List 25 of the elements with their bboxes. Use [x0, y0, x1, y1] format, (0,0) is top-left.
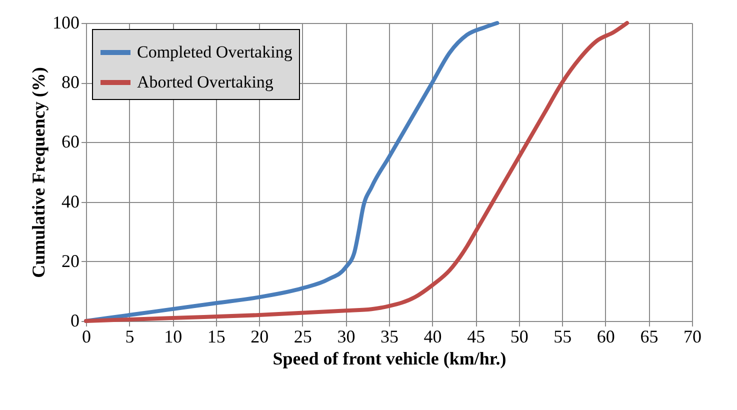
y-tick-label: 40 [62, 191, 80, 212]
x-tick-label: 5 [125, 326, 134, 346]
x-tick-label: 60 [596, 326, 615, 346]
x-axis-title: Speed of front vehicle (km/hr.) [272, 348, 506, 368]
y-tick-label: 60 [62, 132, 80, 152]
line-series [84, 21, 630, 323]
x-tick-label: 50 [510, 326, 528, 346]
x-tick-label: 45 [467, 326, 486, 346]
x-tick-label: 35 [380, 326, 398, 346]
x-tick-label: 40 [424, 326, 442, 346]
x-tick-label: 70 [684, 326, 702, 346]
y-tick-label: 20 [62, 250, 80, 271]
x-tick-label: 30 [337, 326, 356, 346]
x-tick-label: 10 [164, 326, 182, 346]
y-tick-label: 80 [62, 72, 80, 92]
y-tick-label: 100 [52, 12, 80, 32]
legend-label: Completed Overtaking [137, 42, 293, 62]
x-tick-label: 55 [554, 326, 572, 346]
x-tick-label: 15 [207, 326, 226, 346]
x-tick-label: 20 [250, 326, 269, 346]
x-tick-label: 65 [640, 326, 658, 346]
x-tick-label: 25 [294, 326, 312, 346]
y-tick-label: 0 [70, 310, 80, 330]
legend-label: Aborted Overtaking [137, 72, 274, 92]
y-axis-title: Cumulative Frequency (%) [28, 67, 48, 278]
